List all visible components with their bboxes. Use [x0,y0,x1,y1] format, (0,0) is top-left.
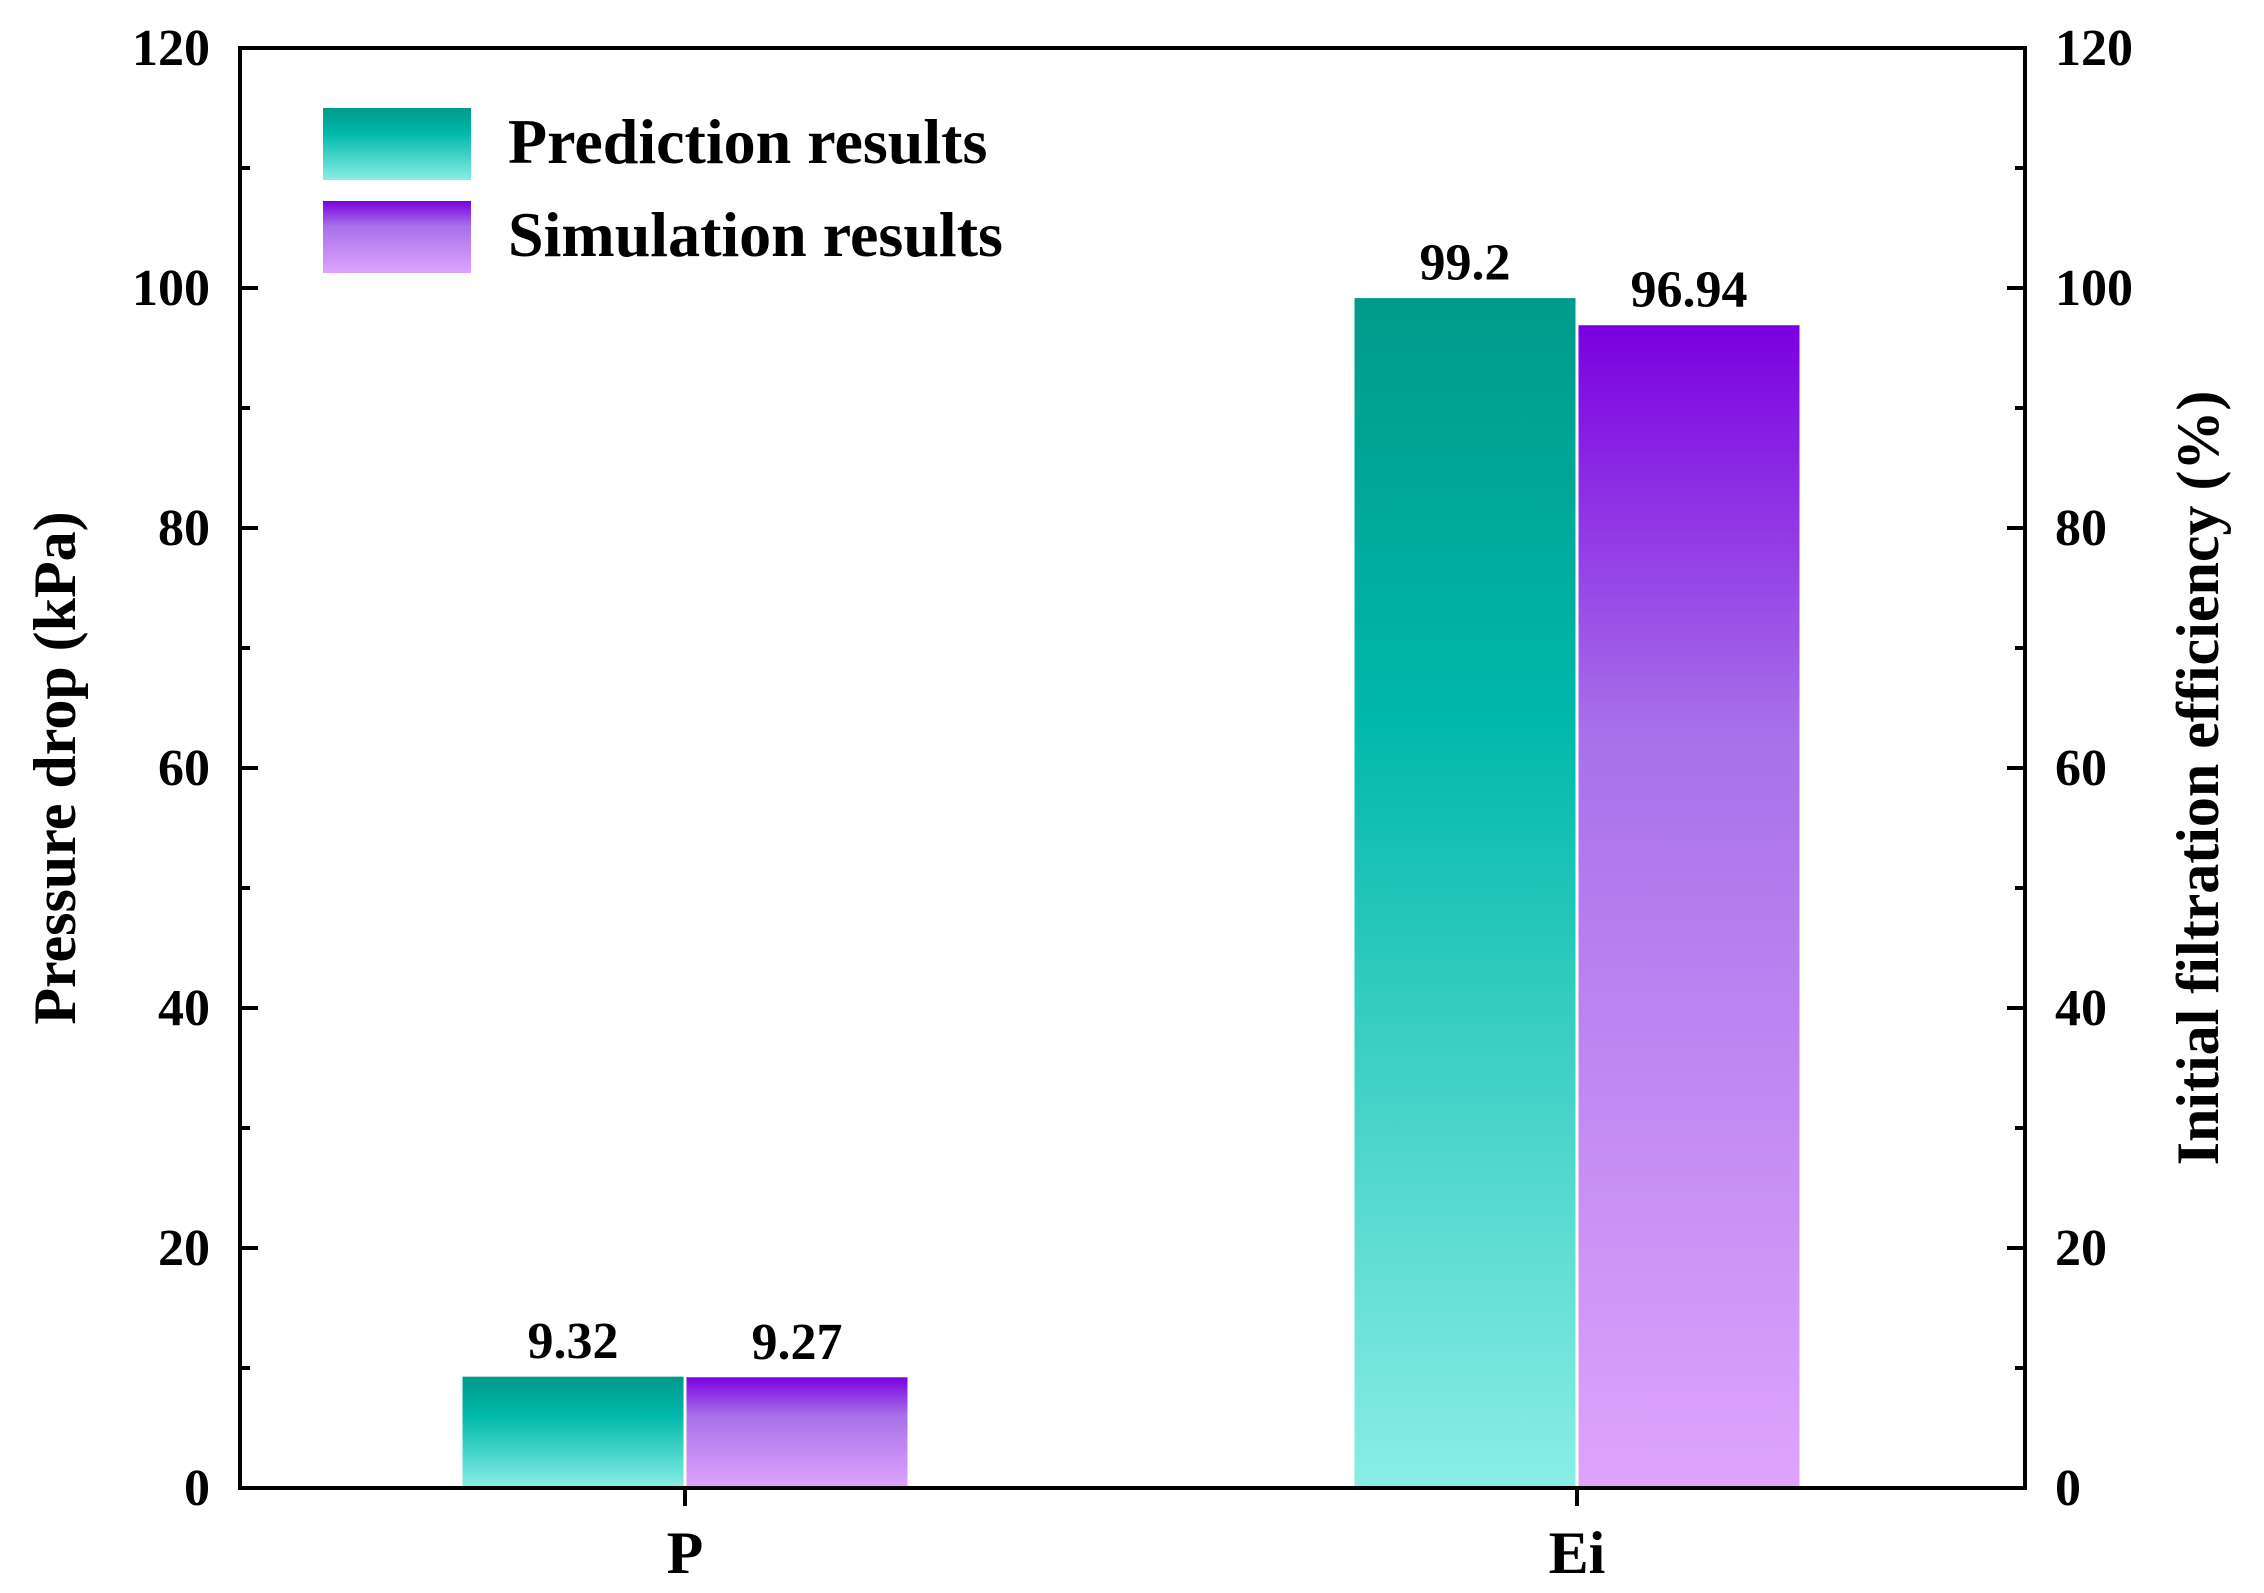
y-tick-label-left: 100 [132,260,210,317]
y-axis-label-right: Initial filtration efficiency (%) [2165,391,2231,1166]
y-tick-label-right: 40 [2055,980,2107,1037]
y-tick-label-left: 40 [158,980,210,1037]
bar-p-series-1 [461,1375,685,1489]
bars-layer [461,297,1801,1489]
bar-p-series-2 [685,1376,909,1489]
x-tick-label-ei: Ei [1549,1520,1606,1586]
y-tick-label-right: 120 [2055,20,2133,77]
y-tick-label-right: 20 [2055,1220,2107,1277]
data-label-ei-series-1: 99.2 [1420,235,1511,292]
y-tick-label-left: 0 [184,1460,210,1517]
axis-ticks-layer: 0 20 40 60 80 100 120 0 20 40 60 80 100 120 P Ei [132,20,2133,1586]
legend: Prediction results Simulation results [323,106,1003,273]
data-label-ei-series-2: 96.94 [1631,262,1748,319]
y-tick-label-left: 120 [132,20,210,77]
legend-swatch-series-2 [323,201,471,273]
legend-label-series-2: Simulation results [508,199,1003,270]
y-tick-label-left: 20 [158,1220,210,1277]
bar-ei-series-2 [1577,324,1801,1489]
x-tick-label-p: P [667,1520,704,1586]
y-axis-label-left: Pressure drop (kPa) [22,511,88,1024]
y-tick-label-right: 100 [2055,260,2133,317]
bar-labels-layer: 9.32 9.27 99.2 96.94 [528,235,1748,1371]
y-tick-label-right: 60 [2055,740,2107,797]
y-tick-label-left: 80 [158,500,210,557]
legend-label-series-1: Prediction results [508,106,987,177]
y-tick-label-right: 0 [2055,1460,2081,1517]
data-label-p-series-1: 9.32 [528,1313,619,1370]
legend-swatch-series-1 [323,108,471,180]
bar-ei-series-1 [1353,297,1577,1489]
y-tick-label-left: 60 [158,740,210,797]
y-tick-label-right: 80 [2055,500,2107,557]
data-label-p-series-2: 9.27 [752,1314,843,1371]
